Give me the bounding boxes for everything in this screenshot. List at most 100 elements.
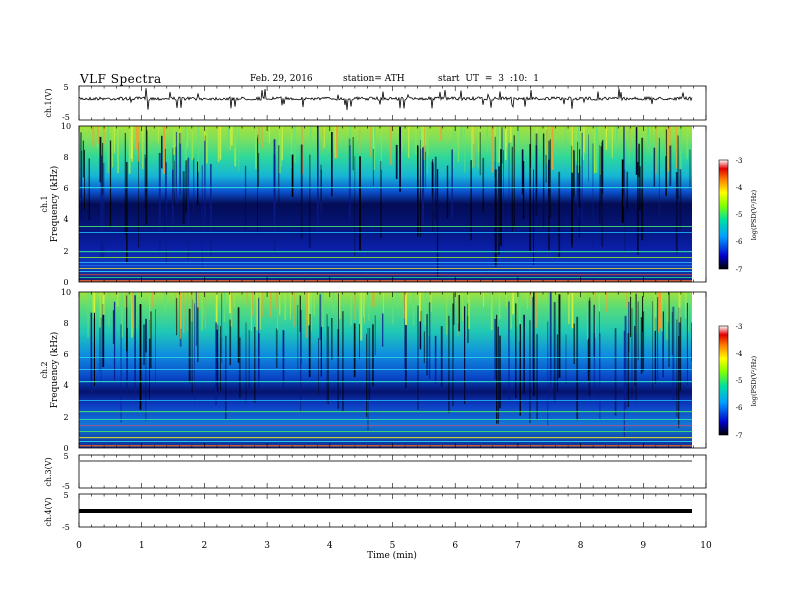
spectrogram-streak (338, 293, 339, 357)
spectrogram-band (79, 419, 692, 420)
spectrogram-streak (624, 169, 626, 251)
spectrogram-streak (80, 132, 82, 198)
spectrogram-streak (655, 126, 657, 175)
spectrogram-streak (424, 292, 427, 326)
spectrogram-streak (188, 308, 191, 383)
spec2-ytick-4: 4 (63, 381, 68, 390)
spectrogram-streak (372, 149, 374, 186)
spectrogram-streak (299, 295, 301, 332)
spectrogram-streak (326, 314, 328, 403)
spectrogram-streak (278, 126, 281, 174)
spectrogram-streak (529, 320, 531, 424)
spectrogram-streak (290, 292, 292, 314)
spectrogram-streak (657, 297, 659, 380)
spectrogram-streak (88, 158, 90, 221)
spectrogram-streak (164, 292, 167, 313)
spectrogram-streak (262, 292, 264, 317)
spectrogram-streak (353, 323, 356, 378)
spectrogram-streak (90, 312, 93, 396)
spectrogram-streak (454, 126, 456, 154)
spectrogram-streak (191, 299, 193, 394)
spectrogram-streak (478, 126, 480, 153)
spectrogram-streak (370, 126, 372, 157)
spectrogram-streak (426, 314, 428, 376)
ch1-spectrogram-background (79, 126, 692, 282)
spectrogram-streak (452, 303, 454, 359)
spectrogram-streak (389, 126, 392, 165)
spectrogram-streak (462, 292, 464, 322)
spectrogram-streak (473, 126, 475, 167)
spectrogram-streak (395, 144, 398, 180)
x-axis-tick-labels: 0 1 2 3 4 5 6 7 8 9 10 (76, 541, 712, 551)
spectrogram-streak (270, 292, 272, 318)
spectrogram-streak (186, 126, 188, 148)
spectrogram-band (79, 271, 692, 272)
spectrogram-streak (467, 292, 469, 316)
spectrogram-streak (669, 145, 672, 186)
spectrogram-streak (190, 292, 193, 322)
spectrogram-streak (281, 126, 283, 161)
spectrogram-streak (623, 126, 625, 206)
spectrogram-streak (197, 126, 200, 172)
spectrogram-streak (533, 169, 534, 265)
spectrogram-streak (138, 126, 140, 162)
spectrogram-streak (158, 126, 159, 143)
ch3-ytick-top: 5 (63, 452, 68, 461)
spectrogram-streak (430, 292, 432, 312)
spectrogram-streak (382, 313, 384, 347)
spectrogram-streak (675, 172, 678, 254)
spectrogram-streak (135, 292, 137, 329)
spectrogram-streak (494, 318, 496, 380)
spectrogram-streak (672, 306, 675, 400)
spectrogram-streak (641, 137, 644, 241)
ch3-ylabel: ch.3(V) (44, 457, 53, 486)
spectrogram-streak (686, 302, 688, 385)
spectrogram-streak (246, 292, 248, 307)
spectrogram-streak (529, 292, 531, 307)
spectrogram-streak (198, 292, 200, 311)
spectrogram-streak (686, 126, 688, 159)
spectrogram-streak (175, 132, 177, 204)
spectrogram-streak (300, 126, 303, 156)
spectrogram-streak (598, 292, 600, 312)
spectrogram-streak (223, 292, 226, 322)
spectrogram-streak (404, 323, 407, 388)
spectrogram-streak (201, 165, 203, 267)
spectrogram-streak (102, 304, 105, 368)
spectrogram-streak (626, 171, 629, 210)
station-label: station= ATH (343, 74, 405, 84)
spectrogram-streak (100, 155, 103, 258)
spectrogram-streak (231, 292, 233, 328)
spectrogram-streak (601, 141, 603, 247)
spectrogram-streak (320, 164, 322, 202)
spectrogram-streak (412, 292, 415, 326)
spectrogram-streak (322, 292, 324, 327)
spectrogram-streak (494, 136, 496, 177)
spectrogram-streak (593, 304, 595, 357)
spectrogram-streak (366, 334, 367, 418)
start-ut-label: start UT = 3 :10: 1 (438, 74, 539, 84)
spectrogram-streak (93, 312, 95, 386)
xtick-1: 1 (139, 541, 145, 551)
spectrogram-streak (467, 303, 469, 343)
spectrogram-streak (335, 126, 338, 159)
spectrogram-streak (359, 292, 360, 330)
spectrogram-streak (581, 132, 583, 232)
spectrogram-streak (665, 126, 667, 157)
spectrogram-streak (565, 334, 567, 385)
spectrogram-streak (458, 292, 459, 324)
spectrogram-streak (138, 143, 139, 248)
date-label: Feb. 29, 2016 (250, 74, 313, 84)
spectrogram-streak (614, 328, 617, 416)
spectrogram-streak (372, 292, 375, 307)
spectrogram-band (79, 187, 692, 189)
spectrogram-streak (273, 139, 276, 213)
spectrogram-streak (404, 294, 405, 370)
spectrogram-streak (256, 292, 258, 331)
cb1-tick-m3: -3 (736, 157, 743, 165)
spectrogram-streak (616, 126, 618, 147)
spectrogram-streak (490, 292, 493, 331)
spectrogram-streak (238, 337, 241, 399)
spectrogram-streak (500, 149, 502, 246)
